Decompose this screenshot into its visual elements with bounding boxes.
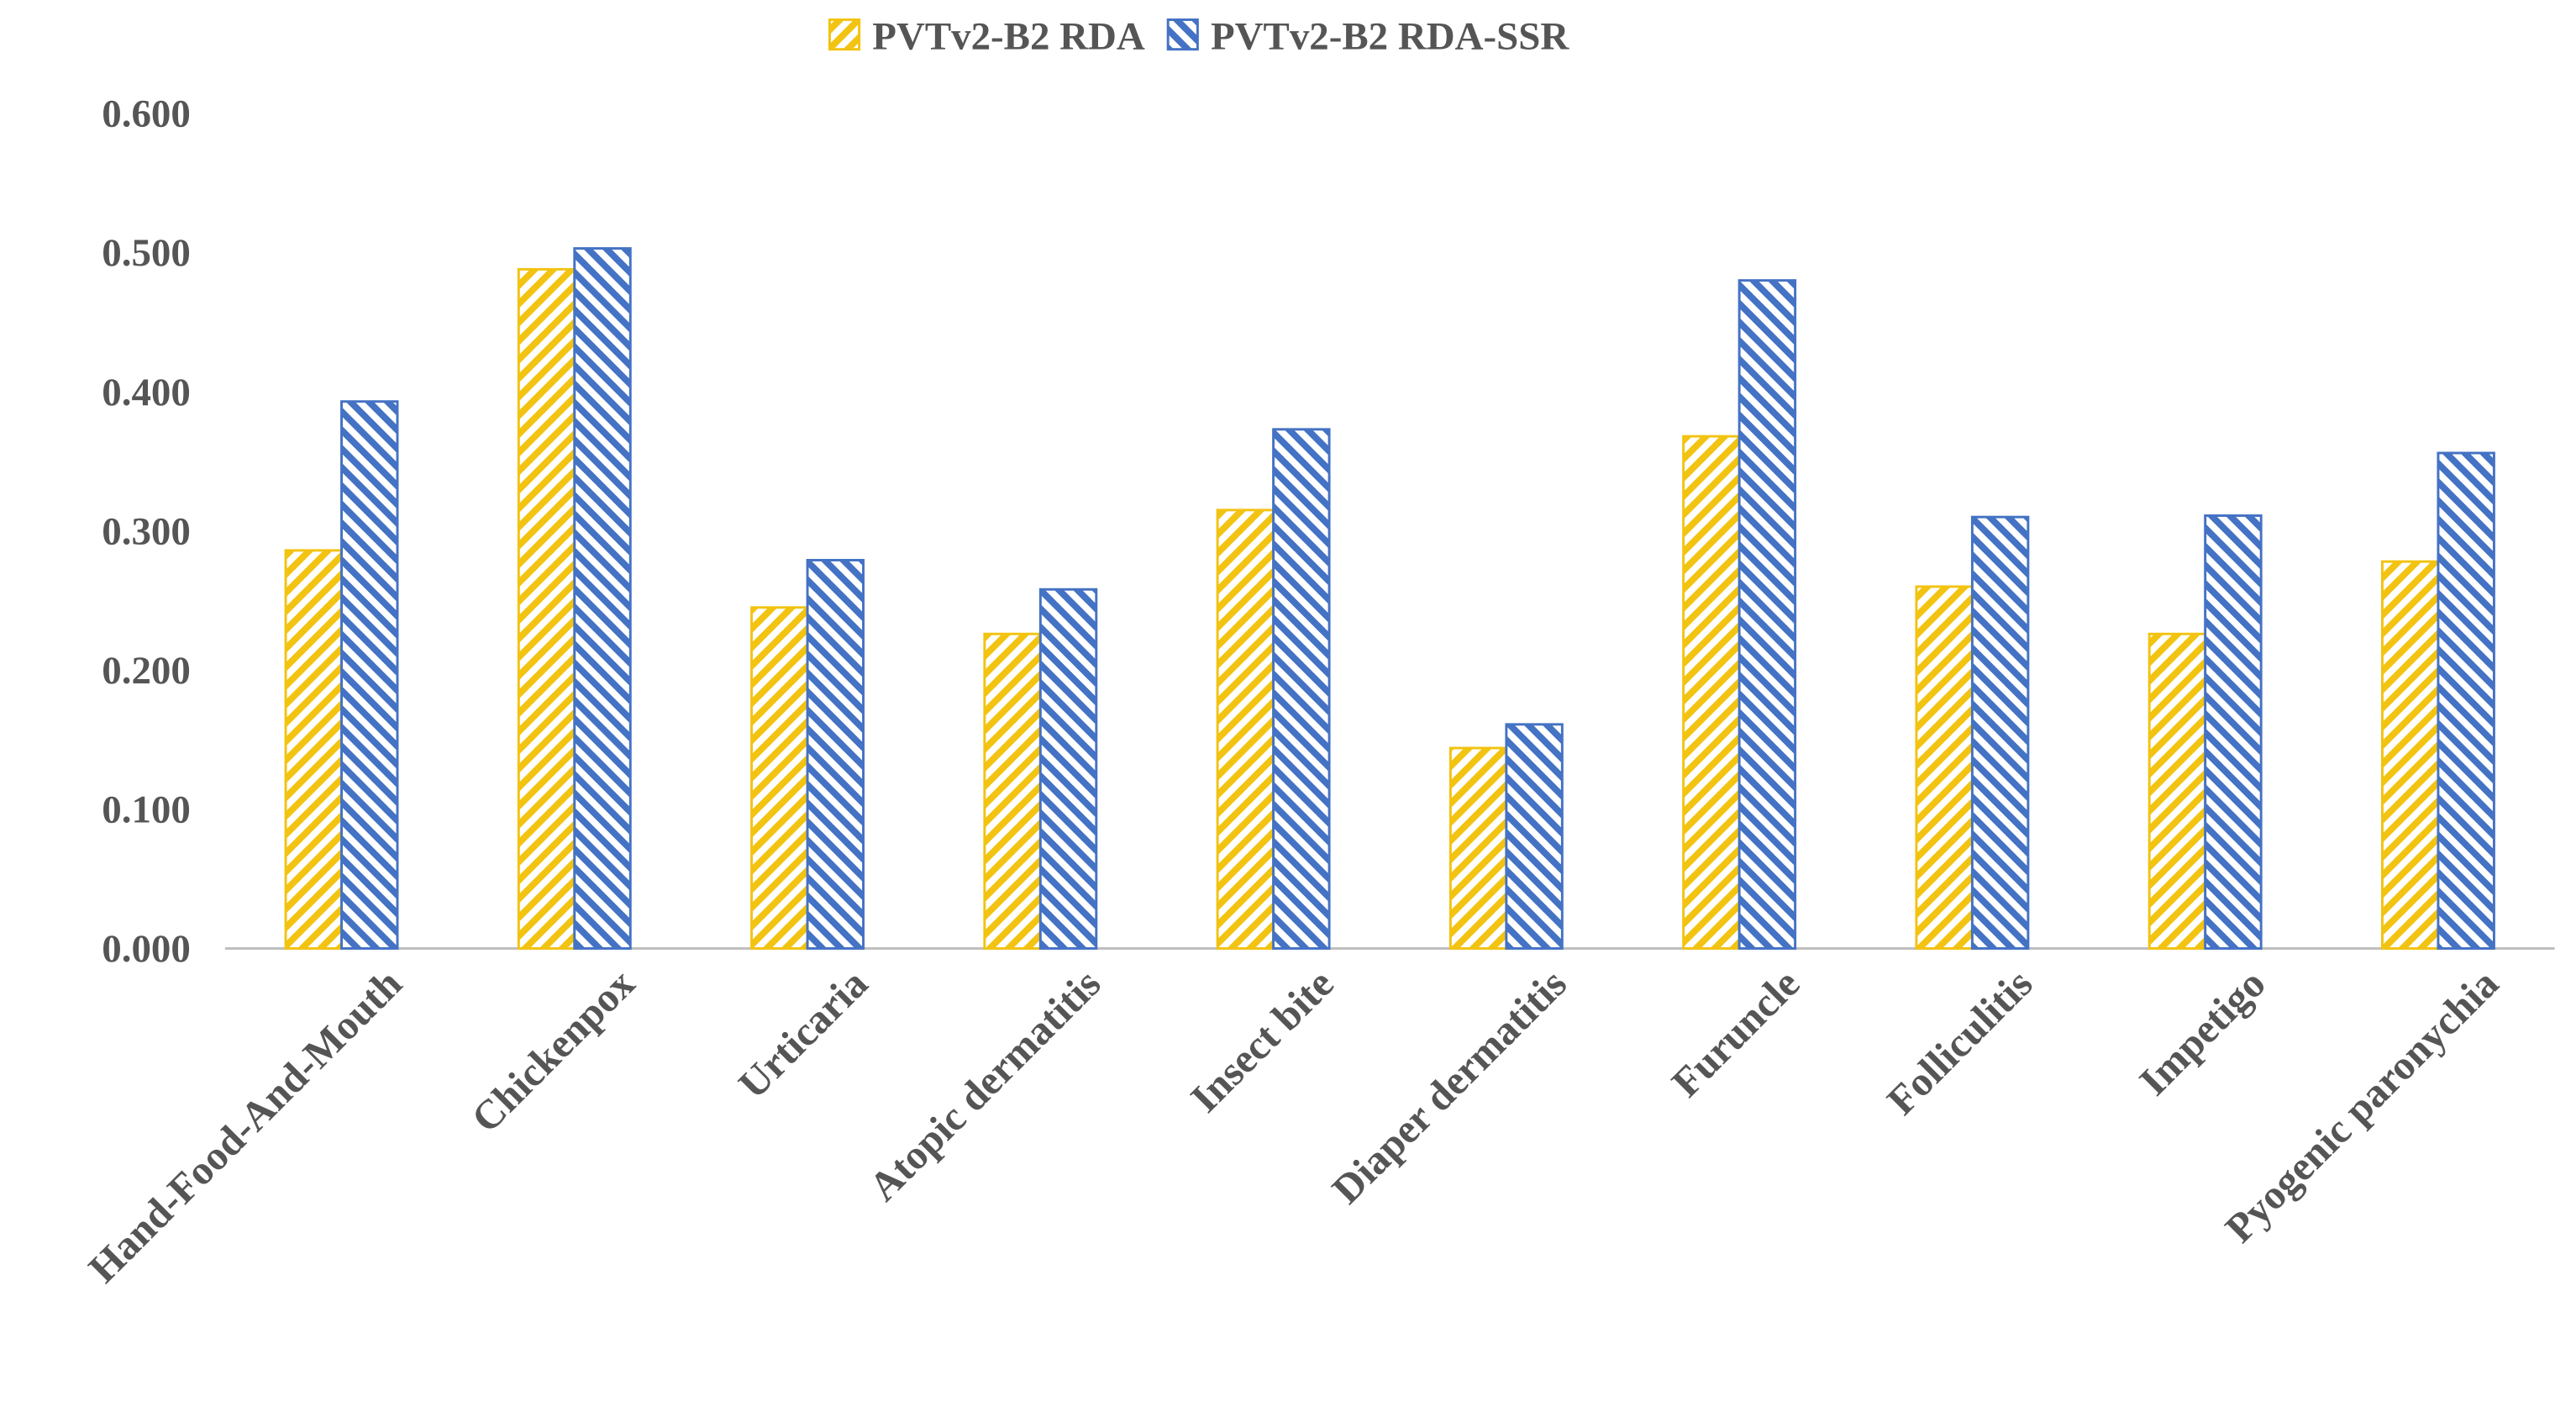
bar: [1737, 279, 1797, 950]
bar: [1272, 428, 1331, 950]
y-tick-label: 0.500: [102, 231, 191, 275]
bar: [750, 606, 809, 950]
x-tick-label: Chickenpox: [462, 960, 644, 1141]
bar: [1682, 435, 1741, 950]
bar: [1216, 508, 1275, 950]
x-tick-label: Folliculitis: [1878, 960, 2041, 1123]
x-tick-label: Furuncle: [1663, 960, 1808, 1105]
bar: [284, 549, 343, 950]
y-tick-label: 0.400: [102, 371, 191, 414]
x-tick-label: Urticaria: [729, 960, 876, 1107]
bar: [2380, 560, 2440, 950]
bar: [2437, 451, 2495, 950]
x-tick-label: Impetigo: [2130, 960, 2274, 1104]
bar: [2204, 514, 2263, 950]
legend-label: PVTv2-B2 RDA: [872, 15, 1145, 59]
bar: [1915, 585, 1974, 950]
legend: PVTv2-B2 RDA PVTv2-B2 RDA-SSR: [828, 15, 1569, 59]
y-tick-label: 0.600: [102, 92, 191, 136]
y-tick-label: 0.100: [102, 788, 191, 832]
bar: [983, 632, 1042, 950]
bar: [1038, 587, 1098, 950]
legend-label: PVTv2-B2 RDA-SSR: [1211, 15, 1569, 59]
bar: [1505, 723, 1564, 950]
bar: [1448, 746, 1508, 950]
bar: [1970, 515, 2030, 950]
y-tick-label: 0.200: [102, 649, 191, 693]
legend-swatch: [1166, 18, 1199, 51]
y-tick-label: 0.300: [102, 509, 191, 553]
x-tick-label: Insect bite: [1181, 960, 1342, 1121]
bar: [573, 247, 632, 950]
x-tick-label: Hand-Food-And-Mouth: [79, 960, 410, 1291]
bar: [2148, 632, 2207, 950]
x-tick-label: Diaper dermatitis: [1323, 960, 1575, 1212]
x-tick-label: Atopic dermatitis: [860, 960, 1109, 1209]
bar: [806, 559, 865, 950]
bar: [340, 400, 399, 950]
bar: [517, 267, 576, 950]
legend-swatch: [828, 18, 861, 51]
y-tick-label: 0.000: [102, 927, 191, 971]
